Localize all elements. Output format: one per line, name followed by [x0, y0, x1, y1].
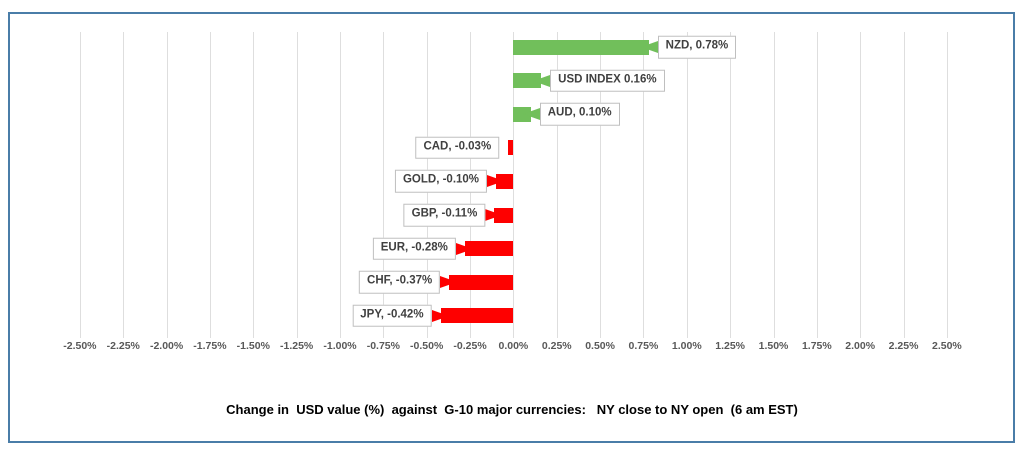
bar-chf	[449, 274, 514, 290]
callout-leader-jpy	[431, 309, 449, 322]
gridline	[340, 32, 341, 338]
data-label-gbp: GBP, -0.11%	[403, 203, 486, 227]
x-tick-label: 1.00%	[671, 340, 702, 352]
data-label-usd-index: USD INDEX 0.16%	[550, 69, 665, 92]
x-tick-label: 0.00%	[498, 340, 529, 352]
callout-leader-gbp	[485, 209, 503, 221]
bar-cad	[508, 140, 514, 156]
x-tick-label: -2.00%	[149, 340, 184, 352]
gridline	[253, 32, 255, 338]
gridline	[686, 32, 688, 338]
gridline	[946, 32, 948, 338]
x-tick-label: -2.50%	[63, 340, 97, 352]
gridline	[79, 32, 81, 338]
x-tick-label: 0.50%	[585, 340, 615, 352]
x-tick-label: 2.00%	[845, 340, 876, 352]
data-label-chf: CHF, -0.37%	[359, 270, 441, 294]
chart-title: Change in USD value (%) against G-10 maj…	[226, 402, 798, 417]
chart-frame	[8, 12, 1015, 443]
x-tick-label: -0.50%	[410, 340, 444, 352]
gridline	[166, 32, 168, 338]
gridline	[773, 32, 775, 338]
data-label-nzd: NZD, 0.78%	[657, 35, 737, 59]
x-tick-label: -1.50%	[236, 340, 270, 352]
gridline	[383, 32, 385, 338]
callout-leader-eur	[455, 242, 473, 255]
x-tick-label: -2.25%	[106, 340, 140, 352]
x-tick-label: 2.50%	[932, 340, 962, 352]
x-tick-label: -1.00%	[323, 340, 357, 352]
bar-nzd	[513, 39, 649, 55]
x-tick-label: -0.25%	[453, 340, 487, 352]
gridline	[730, 32, 732, 338]
callout-leader-aud	[522, 108, 540, 121]
bar-jpy	[440, 308, 514, 324]
x-tick-label: 1.50%	[758, 340, 789, 352]
data-label-aud: AUD, 0.10%	[539, 102, 620, 126]
x-tick-label: -1.75%	[193, 340, 227, 352]
bar-eur	[464, 241, 514, 257]
gridline	[903, 32, 905, 338]
gridline	[816, 32, 818, 338]
x-tick-label: 2.25%	[888, 340, 919, 352]
x-tick-label: -0.75%	[366, 340, 400, 352]
data-label-cad: CAD, -0.03%	[415, 136, 500, 160]
x-tick-label: 1.75%	[801, 340, 832, 352]
callout-leader-nzd	[640, 41, 658, 53]
gridline	[643, 32, 645, 338]
x-tick-label: 0.25%	[541, 340, 572, 352]
x-tick-label: 0.75%	[628, 340, 659, 352]
x-tick-label: 1.25%	[715, 340, 746, 352]
gridline	[209, 32, 211, 338]
callout-leader-chf	[440, 276, 458, 289]
gridline	[296, 32, 298, 338]
data-label-gold: GOLD, -0.10%	[394, 170, 488, 193]
gridline	[600, 32, 602, 338]
data-label-jpy: JPY, -0.42%	[352, 304, 432, 328]
gridline	[860, 32, 862, 338]
data-label-eur: EUR, -0.28%	[372, 237, 456, 260]
gridline	[556, 32, 558, 338]
gridline	[513, 32, 515, 338]
gridline	[123, 32, 125, 338]
callout-leader-usd-index	[533, 74, 551, 87]
x-tick-label: -1.25%	[280, 340, 314, 352]
callout-leader-gold	[487, 175, 505, 188]
